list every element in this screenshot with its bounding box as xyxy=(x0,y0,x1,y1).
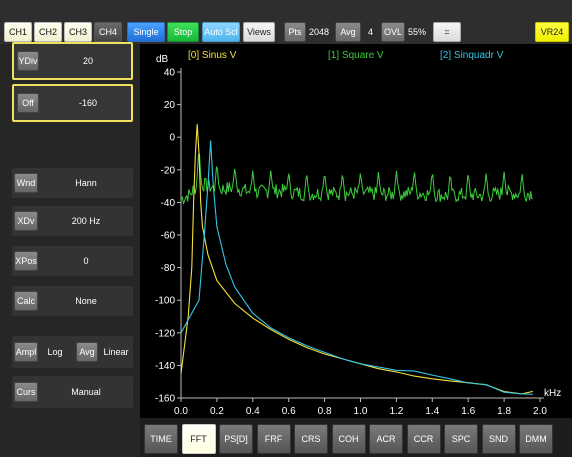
amplitude-row: Ampl Log Avg Linear xyxy=(12,336,133,368)
xdiv-value[interactable]: 200 Hz xyxy=(71,216,101,226)
x-tick-label: 0.8 xyxy=(318,406,332,417)
xpos-value[interactable]: 0 xyxy=(83,256,89,266)
stop-button[interactable]: Stop xyxy=(167,22,199,42)
cursor-button[interactable]: Curs xyxy=(14,382,38,402)
amplitude-value[interactable]: Log xyxy=(47,347,63,357)
sinus-trace xyxy=(180,124,533,395)
x-tick-label: 1.0 xyxy=(354,406,368,417)
average-value: 4 xyxy=(368,27,374,37)
x-tick-label: 1.4 xyxy=(425,406,439,417)
xdiv-button[interactable]: XDv xyxy=(14,211,38,231)
x-tick-label: 2.0 xyxy=(533,406,547,417)
y-tick-label: -140 xyxy=(155,361,175,372)
y-axis-unit: dB xyxy=(156,54,169,65)
y-tick-label: -80 xyxy=(161,263,176,274)
points-value: 2048 xyxy=(309,27,330,37)
y-tick-label: 20 xyxy=(164,100,176,111)
tab-ps-d[interactable]: PS[D] xyxy=(219,424,253,454)
auto-scale-button[interactable]: Auto Scl xyxy=(202,22,240,42)
cursor-value[interactable]: Manual xyxy=(71,387,101,397)
tab-coh[interactable]: COH xyxy=(331,424,366,454)
amplitude-button[interactable]: Ampl xyxy=(14,342,38,362)
tab-fft[interactable]: FFT xyxy=(181,424,216,454)
window-row: Wnd Hann xyxy=(12,168,133,198)
tab-spc[interactable]: SPC xyxy=(444,424,478,454)
window-value[interactable]: Hann xyxy=(75,178,97,188)
xdiv-row: XDv 200 Hz xyxy=(12,206,133,236)
y-tick-label: -20 xyxy=(161,165,176,176)
legend-entry: [1] Square V xyxy=(328,50,384,61)
legend-entry: [2] Sinquadr V xyxy=(440,50,504,61)
ydiv-row: YDiv 20 xyxy=(12,42,133,80)
views-button[interactable]: Views xyxy=(243,22,275,42)
y-tick-label: 40 xyxy=(164,68,176,79)
average-button[interactable]: Avg xyxy=(335,22,361,42)
ch3-button[interactable]: CH3 xyxy=(64,22,92,42)
ydiv-value[interactable]: 20 xyxy=(82,56,93,66)
xpos-row: XPos 0 xyxy=(12,246,133,276)
x-axis-unit: kHz xyxy=(544,388,561,399)
y-tick-label: -120 xyxy=(155,328,175,339)
ydiv-button[interactable]: YDiv xyxy=(17,51,39,71)
ch4-button[interactable]: CH4 xyxy=(94,22,122,42)
top-toolbar: CH1 CH2 CH3 CH4 Single Stop Auto Scl Vie… xyxy=(0,0,572,44)
x-tick-label: 0.6 xyxy=(282,406,296,417)
tab-ccr[interactable]: CCR xyxy=(406,424,441,454)
x-tick-label: 1.6 xyxy=(461,406,475,417)
vr24-button[interactable]: VR24 xyxy=(535,22,569,42)
x-tick-label: 0.4 xyxy=(246,406,260,417)
single-button[interactable]: Single xyxy=(127,22,165,42)
tab-snd[interactable]: SND xyxy=(481,424,516,454)
sinquadr-trace xyxy=(180,140,533,395)
ch1-button[interactable]: CH1 xyxy=(4,22,32,42)
tab-time[interactable]: TIME xyxy=(144,424,178,454)
tab-crs[interactable]: CRS xyxy=(294,424,328,454)
x-tick-label: 1.8 xyxy=(497,406,511,417)
x-tick-label: 0.0 xyxy=(174,406,188,417)
legend-entry: [0] Sinus V xyxy=(188,50,237,61)
y-tick-label: 0 xyxy=(169,133,175,144)
equals-button[interactable]: = xyxy=(433,22,461,42)
overload-button[interactable]: OVL xyxy=(381,22,405,42)
tab-acr[interactable]: ACR xyxy=(369,424,403,454)
amplitude-avg-value[interactable]: Linear xyxy=(103,347,129,357)
y-tick-label: -40 xyxy=(161,198,176,209)
calc-button[interactable]: Calc xyxy=(14,291,38,311)
settings-sidebar: YDiv 20 Off -160 Wnd Hann XDv 200 Hz XPo… xyxy=(0,42,140,457)
amplitude-avg-button[interactable]: Avg xyxy=(76,342,98,362)
y-tick-label: -160 xyxy=(155,394,175,405)
ch2-button[interactable]: CH2 xyxy=(34,22,62,42)
offset-button[interactable]: Off xyxy=(17,93,39,113)
mode-tab-bar: TIME FFT PS[D] FRF CRS COH ACR CCR SPC SND DMM xyxy=(140,418,572,457)
calc-value[interactable]: None xyxy=(75,296,97,306)
y-tick-label: -60 xyxy=(161,231,176,242)
cursor-row: Curs Manual xyxy=(12,376,133,408)
y-tick-label: -100 xyxy=(155,296,175,307)
offset-row: Off -160 xyxy=(12,84,133,122)
offset-value[interactable]: -160 xyxy=(78,98,97,108)
tab-dmm[interactable]: DMM xyxy=(519,424,553,454)
x-tick-label: 0.2 xyxy=(210,406,224,417)
xpos-button[interactable]: XPos xyxy=(14,251,38,271)
x-tick-label: 1.2 xyxy=(389,406,403,417)
fft-plot-area[interactable]: 40 20 0 -20 -40 -60 -80 -100 -120 -140 -160 0.0 0.2 0… xyxy=(140,44,572,424)
points-button[interactable]: Pts xyxy=(284,22,306,42)
overload-value: 55% xyxy=(408,27,427,37)
window-button[interactable]: Wnd xyxy=(14,173,38,193)
square-wave-trace xyxy=(180,153,533,206)
calc-row: Calc None xyxy=(12,286,133,316)
tab-frf[interactable]: FRF xyxy=(256,424,291,454)
